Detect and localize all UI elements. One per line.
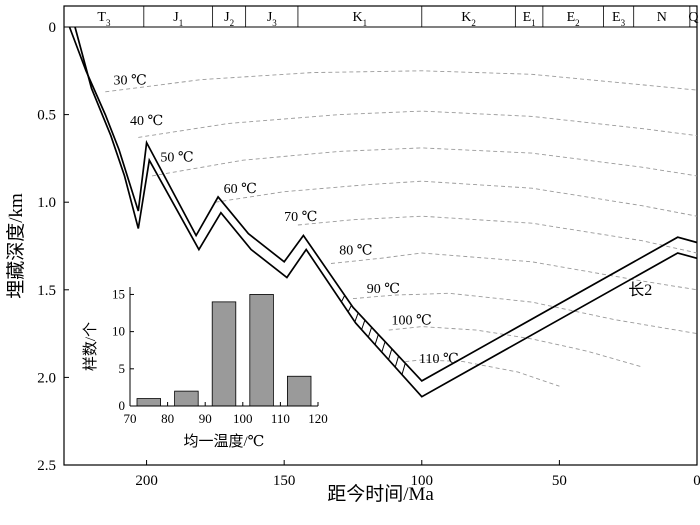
isotherm-label: 110 ℃	[419, 352, 459, 367]
strat-label-E3: E3	[612, 10, 626, 28]
hatch-stroke	[381, 341, 386, 353]
isotherm-label: 80 ℃	[339, 244, 372, 259]
isotherm-line	[405, 359, 560, 387]
inset-x-tick-label: 80	[161, 411, 174, 426]
hatch-stroke	[388, 348, 393, 360]
y-tick-label: 0.5	[37, 108, 56, 124]
inset-x-tick-label: 70	[124, 411, 137, 426]
y-tick-label: 2.0	[37, 370, 56, 386]
histogram-bar	[211, 301, 237, 407]
x-tick-label: 150	[273, 473, 296, 489]
isotherm-label: 90 ℃	[367, 282, 400, 297]
isotherm-label: 70 ℃	[284, 210, 317, 225]
inset-x-tick-label: 100	[233, 411, 253, 426]
isotherm-line	[138, 110, 698, 138]
label-layer: 长2 距今时间/Ma 埋藏深度/km	[5, 193, 652, 505]
isotherm-layer: 30 ℃ 40 ℃ 50 ℃ 60 ℃ 70 ℃ 80 ℃ 90 ℃ 100 ℃ 110 ℃	[105, 70, 698, 387]
isotherm-label: 40 ℃	[130, 114, 163, 129]
x-tick-label: 100	[411, 473, 434, 489]
inset-y-axis-title: 样数/个	[82, 322, 99, 371]
inset-y-tick-label: 15	[112, 286, 125, 301]
strat-label-E1: E1	[523, 10, 536, 28]
hatch-stroke	[367, 327, 373, 338]
x-axis-title: 距今时间/Ma	[327, 483, 434, 505]
histogram-bar	[286, 375, 312, 407]
inset-bars	[136, 294, 312, 407]
strat-label-J3: J3	[267, 10, 277, 28]
well-label: 长2	[628, 281, 652, 299]
inset-axes: 70 80 90 100 110 120 0 5 10 15	[112, 286, 328, 426]
histogram-bar	[174, 390, 199, 407]
x-tick-label: 0	[693, 473, 700, 489]
plot-border	[63, 5, 698, 466]
y-tick-label: 0	[49, 20, 57, 36]
main-axes: 200 150 100 50 000.51.01.52.02.5	[37, 20, 700, 489]
x-tick-label: 50	[552, 473, 567, 489]
strat-label-K2: K2	[461, 10, 476, 28]
hatch-stroke	[361, 319, 366, 330]
y-tick-label: 1.5	[37, 283, 56, 299]
histogram-bar	[136, 398, 162, 407]
strat-label-K1: K1	[353, 10, 368, 28]
inset-x-tick-label: 120	[308, 411, 328, 426]
y-axis-title: 埋藏深度/km	[5, 193, 27, 299]
inset-y-tick-label: 5	[119, 361, 126, 376]
isotherm-label: 60 ℃	[224, 182, 257, 197]
isotherm-label: 30 ℃	[114, 74, 147, 89]
isotherm-label: 50 ℃	[160, 151, 193, 166]
burial-curve-layer	[68, 26, 698, 398]
strat-label-N: N	[657, 10, 667, 25]
hatch-stroke	[347, 304, 352, 313]
inset-x-axis-title: 均一温度/℃	[184, 433, 265, 450]
hatch-stroke	[394, 355, 400, 368]
isotherm-line	[105, 70, 698, 93]
inset-x-tick-label: 90	[199, 411, 212, 426]
y-tick-label: 1.0	[37, 195, 56, 211]
inset-y-tick-label: 0	[119, 398, 126, 413]
hatched-interval-layer	[340, 295, 406, 375]
isotherm-line	[215, 180, 698, 217]
y-tick-label: 2.5	[37, 458, 56, 474]
burial-curve-lower	[74, 26, 698, 398]
inset-y-tick-label: 10	[112, 324, 125, 339]
hatch-stroke	[401, 363, 406, 375]
histogram-inset: 70 80 90 100 110 120 0 5 10 15 均一温度/℃ 样数/个	[82, 286, 328, 450]
strat-label-Q: Q	[688, 10, 698, 25]
burial-curve-upper	[68, 26, 698, 382]
strat-label-J1: J1	[173, 10, 183, 28]
hatch-stroke	[340, 295, 346, 303]
isotherm-line	[330, 252, 698, 291]
isotherm-label: 100 ℃	[392, 314, 432, 329]
hatch-stroke	[354, 312, 359, 322]
strat-label-T3: T3	[97, 10, 111, 28]
x-tick-label: 200	[135, 473, 158, 489]
strat-label-J2: J2	[224, 10, 234, 28]
main-plot-frame	[63, 5, 698, 466]
strat-label-E2: E2	[567, 10, 580, 28]
stratigraphy-band: T3 J1 J2 J3 K1 K2 E1 E2 E3 N Q	[97, 6, 698, 28]
histogram-bar	[249, 294, 274, 407]
inset-x-tick-label: 110	[271, 411, 290, 426]
isotherm-line	[152, 147, 698, 177]
hatch-stroke	[374, 334, 379, 345]
